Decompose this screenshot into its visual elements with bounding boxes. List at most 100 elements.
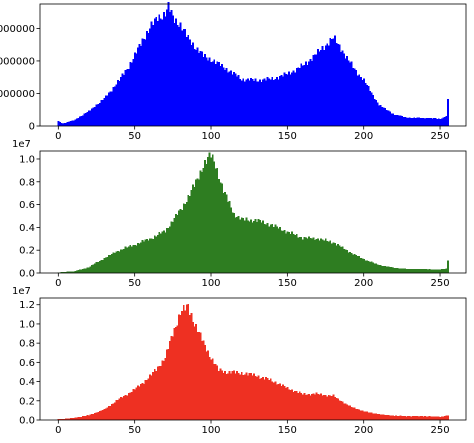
- blue-channel-bar: [242, 78, 245, 126]
- green-channel-bar: [410, 269, 413, 273]
- blue-channel-bar: [132, 59, 135, 127]
- green-channel-bar: [295, 234, 298, 273]
- blue-channel-x-tick-label: 50: [128, 131, 141, 142]
- blue-channel-bar: [234, 73, 237, 126]
- blue-channel-bar: [330, 38, 333, 126]
- blue-channel-bar: [404, 116, 407, 126]
- red-channel-x-tick-label: 200: [354, 425, 373, 436]
- green-channel-bar: [187, 194, 190, 273]
- blue-channel-bar: [362, 78, 365, 126]
- red-channel-bar: [387, 415, 390, 420]
- blue-channel-bar: [275, 76, 278, 126]
- red-channel-bar: [191, 321, 194, 420]
- red-channel-bar: [312, 393, 315, 420]
- red-channel-bar: [112, 403, 115, 420]
- green-channel-bar: [277, 228, 280, 273]
- green-channel-bar: [111, 253, 113, 273]
- red-channel-bar: [358, 409, 361, 420]
- green-channel-bar: [236, 216, 239, 273]
- blue-channel-bar: [89, 110, 92, 126]
- green-channel-bar: [326, 240, 329, 273]
- green-channel-bar: [172, 221, 174, 273]
- red-channel-bar: [75, 417, 78, 420]
- red-channel-bar: [199, 332, 202, 420]
- blue-channel-x-tick-label: 100: [201, 131, 220, 142]
- red-channel-bar: [202, 340, 205, 420]
- red-channel-bar: [74, 417, 77, 420]
- blue-channel-bar: [443, 117, 446, 126]
- blue-channel-bar: [307, 61, 310, 126]
- blue-channel-bar: [68, 121, 71, 126]
- green-channel-bar: [89, 266, 92, 273]
- green-channel-bar: [225, 194, 228, 273]
- green-channel-bar: [150, 238, 153, 273]
- red-channel-bar: [414, 416, 417, 420]
- red-channel-bar: [169, 341, 171, 420]
- green-channel-bar: [130, 246, 133, 273]
- green-channel-bar: [176, 215, 179, 273]
- red-channel-bar: [439, 416, 442, 420]
- green-channel-bar: [210, 157, 213, 273]
- red-channel-bar: [222, 372, 225, 420]
- red-channel-bar: [425, 416, 428, 420]
- blue-channel-bar: [57, 121, 60, 126]
- blue-channel-bar: [198, 53, 200, 126]
- green-channel-bar: [234, 217, 237, 273]
- green-channel-bar: [120, 249, 123, 273]
- green-channel-bar: [285, 233, 287, 273]
- blue-channel-bar: [384, 107, 387, 126]
- blue-channel-bar: [172, 15, 174, 126]
- red-channel-bar: [167, 348, 170, 420]
- green-channel-bar: [333, 243, 336, 273]
- red-channel-bar: [101, 409, 104, 420]
- blue-channel-bar: [327, 45, 330, 126]
- red-channel-bar: [126, 395, 129, 420]
- red-channel-bar: [185, 304, 188, 420]
- green-channel-bar: [179, 209, 182, 273]
- green-channel-bar: [202, 168, 205, 273]
- red-channel-bar: [385, 414, 388, 420]
- green-channel-bar: [201, 171, 203, 273]
- blue-channel-bar: [138, 43, 141, 126]
- blue-channel-bar: [352, 67, 355, 126]
- blue-channel-bar: [114, 86, 116, 126]
- red-channel-bar: [111, 404, 113, 420]
- blue-channel-bar: [196, 47, 199, 126]
- blue-channel-bar: [410, 118, 413, 126]
- red-channel-bar: [436, 416, 439, 420]
- green-channel-bar: [395, 267, 397, 273]
- green-channel-bar: [369, 262, 371, 273]
- blue-channel-bar: [419, 118, 422, 126]
- green-channel-bar: [237, 215, 240, 273]
- red-channel-bar: [164, 358, 167, 420]
- red-channel-bar: [365, 411, 368, 420]
- green-channel-bar: [381, 265, 384, 273]
- green-channel-bar: [352, 254, 355, 273]
- red-channel-bar: [94, 412, 97, 420]
- green-channel-bar: [175, 213, 178, 273]
- red-channel-bar: [260, 377, 263, 420]
- red-channel-bar: [236, 370, 239, 420]
- red-channel-bar: [307, 393, 310, 420]
- red-channel-bar: [138, 386, 141, 420]
- red-channel-bar: [440, 416, 443, 420]
- green-channel-bar: [434, 269, 437, 273]
- green-channel-bar: [78, 269, 81, 273]
- red-channel-bar: [187, 304, 190, 420]
- green-channel-bar: [132, 244, 135, 273]
- green-channel-bars: [57, 152, 449, 273]
- green-channel-bar: [329, 240, 332, 273]
- green-channel-bar: [135, 245, 138, 273]
- green-channel-bar: [228, 201, 231, 273]
- red-channel-y-tick-label: 0.0: [19, 416, 35, 427]
- green-channel-bar: [164, 232, 167, 273]
- green-channel-bar: [312, 237, 315, 273]
- green-channel-bar: [361, 258, 364, 273]
- blue-channel-bar: [341, 50, 344, 126]
- green-channel-bar: [265, 224, 268, 273]
- blue-channel-bar: [393, 114, 396, 126]
- blue-channel-bar: [278, 75, 281, 126]
- red-channel-bar: [422, 416, 425, 420]
- red-channel-bar: [149, 374, 152, 420]
- green-channel-bar: [384, 266, 387, 273]
